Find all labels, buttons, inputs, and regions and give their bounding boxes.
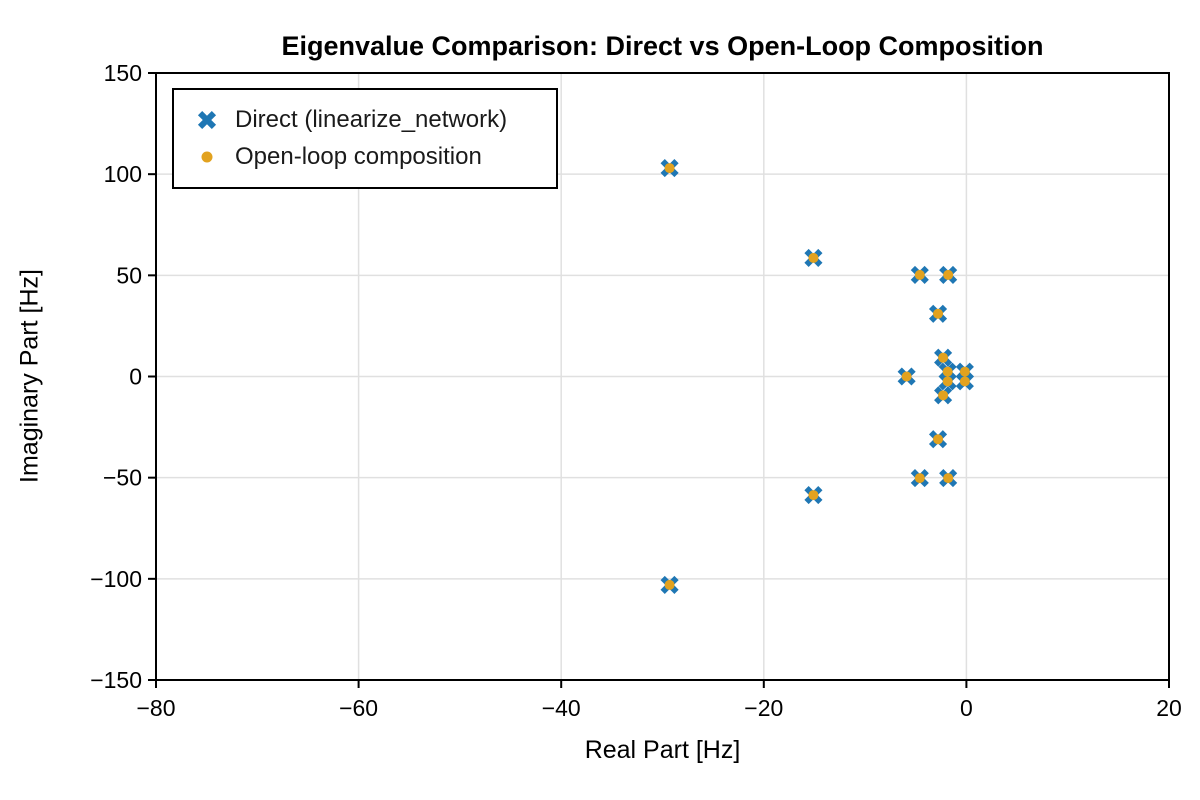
y-tick-label: 50 — [116, 262, 142, 288]
legend-item-openloop: Open-loop composition — [194, 143, 556, 171]
legend: Direct (linearize_network) Open-loop com… — [172, 88, 558, 189]
openloop-marker — [664, 163, 675, 174]
x-marker-icon — [197, 110, 217, 130]
y-axis-label: Imaginary Part [Hz] — [15, 269, 44, 483]
openloop-marker — [942, 366, 953, 377]
openloop-marker — [914, 473, 925, 484]
x-tick-label: −60 — [339, 695, 378, 721]
openloop-marker — [938, 352, 949, 363]
y-tick-label: 100 — [104, 161, 142, 187]
y-tick-label: −50 — [103, 465, 142, 491]
y-tick-label: −150 — [90, 667, 142, 693]
openloop-marker — [808, 490, 819, 501]
y-tick-label: 150 — [104, 60, 142, 86]
openloop-marker — [943, 473, 954, 484]
x-tick-label: 20 — [1156, 695, 1182, 721]
plot-frame — [155, 72, 1170, 681]
openloop-marker — [901, 371, 912, 382]
chart-title: Eigenvalue Comparison: Direct vs Open-Lo… — [281, 31, 1044, 61]
openloop-marker — [938, 390, 949, 401]
x-tick-label: 0 — [960, 695, 973, 721]
x-tick-label: −80 — [136, 695, 175, 721]
openloop-marker — [942, 376, 953, 387]
openloop-marker — [959, 376, 970, 387]
x-axis-label: Real Part [Hz] — [584, 736, 741, 764]
legend-item-direct: Direct (linearize_network) — [194, 106, 556, 134]
x-tick-label: −40 — [542, 695, 581, 721]
openloop-marker — [664, 579, 675, 590]
openloop-marker — [808, 252, 819, 263]
openloop-marker — [933, 434, 944, 445]
y-tick-label: 0 — [129, 364, 142, 390]
x-tick-label: −20 — [744, 695, 783, 721]
openloop-marker — [914, 269, 925, 280]
openloop-marker — [933, 308, 944, 319]
legend-label-direct: Direct (linearize_network) — [235, 106, 508, 133]
openloop-marker — [959, 366, 970, 377]
y-tick-label: −100 — [90, 566, 142, 592]
openloop-marker — [943, 269, 954, 280]
dot-marker-icon — [201, 151, 213, 163]
legend-label-openloop: Open-loop composition — [235, 143, 482, 170]
